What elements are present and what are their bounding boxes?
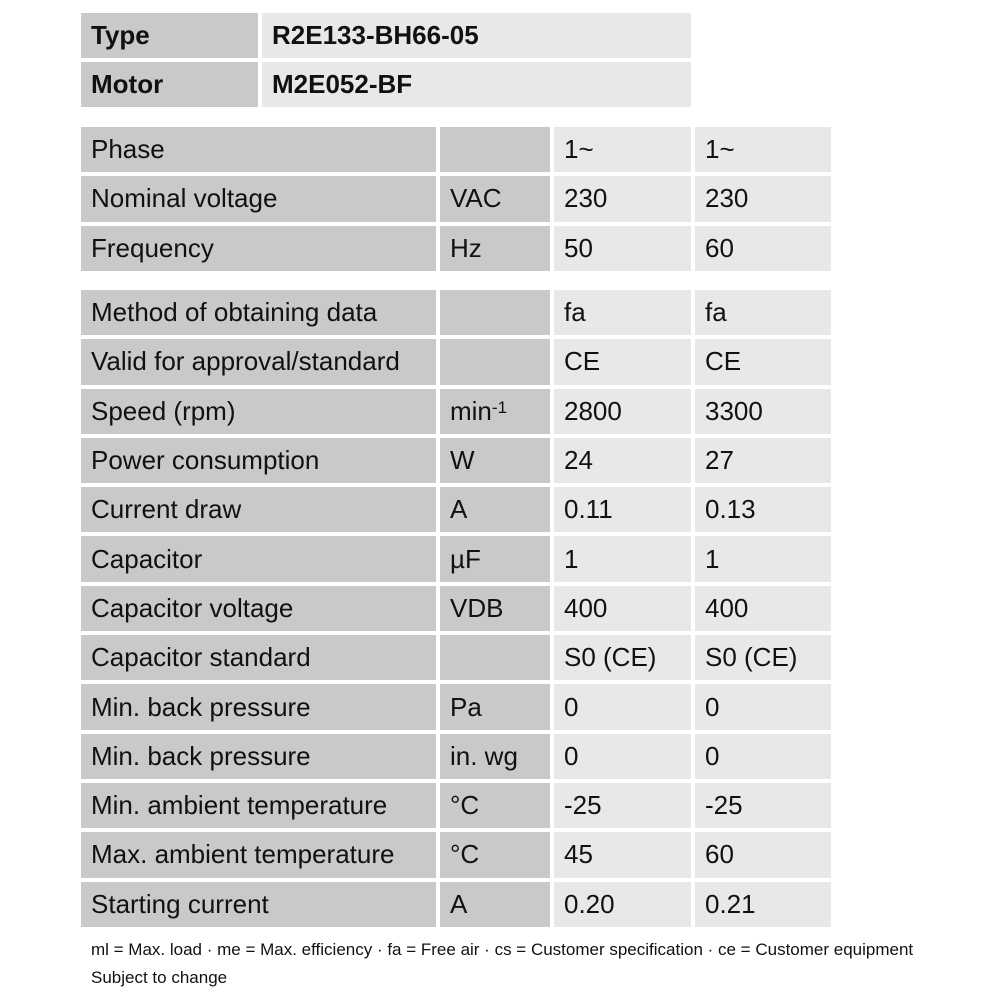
header-label: Motor	[81, 62, 258, 107]
value-60hz: 27	[695, 437, 831, 484]
abbreviation-legend: ml = Max. load · me = Max. efficiency · …	[91, 940, 914, 959]
unit-text: min	[450, 395, 492, 426]
value-50hz: S0 (CE)	[554, 635, 691, 681]
unit-text: Pa	[450, 691, 482, 722]
row-unit	[440, 339, 550, 385]
row-label: Nominal voltage	[81, 176, 436, 222]
unit-text: in. wg	[450, 740, 518, 771]
row-unit: in. wg	[440, 733, 550, 779]
value-60hz: -25	[695, 782, 831, 829]
row-label: Speed (rpm)	[81, 388, 436, 434]
row-unit: Pa	[440, 684, 550, 730]
row-label: Current draw	[81, 487, 436, 533]
row-unit: °C	[440, 832, 550, 878]
value-60hz: 3300	[695, 388, 831, 434]
row-unit: °C	[440, 782, 550, 829]
value-50hz: 24	[554, 437, 691, 484]
value-50hz: -25	[554, 782, 691, 829]
row-unit: Hz	[440, 225, 550, 271]
performance-data-table: Method of obtaining data fa fa Valid for ap…	[81, 290, 831, 927]
value-50hz: 230	[554, 176, 691, 222]
value-60hz: 230	[695, 176, 831, 222]
row-label: Max. ambient temperature	[81, 832, 436, 878]
header-value: M2E052-BF	[262, 62, 691, 107]
value-60hz: fa	[695, 290, 831, 336]
value-60hz: 0	[695, 733, 831, 779]
unit-text: VAC	[450, 183, 502, 214]
unit-text: °C	[450, 790, 480, 821]
row-label: Starting current	[81, 881, 436, 927]
row-label: Min. back pressure	[81, 684, 436, 730]
value-50hz: 0	[554, 733, 691, 779]
row-label: Min. back pressure	[81, 733, 436, 779]
value-60hz: 1~	[695, 127, 831, 173]
row-label: Capacitor	[81, 536, 436, 582]
type-header-table: Type R2E133-BH66-05 Motor M2E052-BF	[81, 13, 691, 107]
value-60hz: 60	[695, 832, 831, 878]
value-60hz: 0.21	[695, 881, 831, 927]
unit-text: A	[450, 888, 468, 919]
value-60hz: CE	[695, 339, 831, 385]
row-unit: min -1	[440, 388, 550, 434]
row-label: Capacitor voltage	[81, 585, 436, 632]
row-unit: W	[440, 437, 550, 484]
row-unit: VAC	[440, 176, 550, 222]
value-60hz: 1	[695, 536, 831, 582]
row-label: Frequency	[81, 225, 436, 271]
value-50hz: 2800	[554, 388, 691, 434]
row-unit: VDB	[440, 585, 550, 632]
unit-text: µF	[450, 543, 481, 574]
row-label: Phase	[81, 127, 436, 173]
value-60hz: 0	[695, 684, 831, 730]
value-60hz: S0 (CE)	[695, 635, 831, 681]
row-label: Min. ambient temperature	[81, 782, 436, 829]
row-unit	[440, 290, 550, 336]
row-unit: A	[440, 881, 550, 927]
value-50hz: 45	[554, 832, 691, 878]
value-50hz: 0.11	[554, 487, 691, 533]
value-50hz: 1~	[554, 127, 691, 173]
value-50hz: 0.20	[554, 881, 691, 927]
row-label: Valid for approval/standard	[81, 339, 436, 385]
value-50hz: CE	[554, 339, 691, 385]
row-unit	[440, 635, 550, 681]
subject-to-change-note: Subject to change	[91, 968, 228, 987]
value-50hz: 1	[554, 536, 691, 582]
row-label: Capacitor standard	[81, 635, 436, 681]
value-60hz: 60	[695, 225, 831, 271]
value-50hz: 50	[554, 225, 691, 271]
unit-text: A	[450, 494, 468, 525]
unit-superscript: -1	[491, 397, 508, 417]
row-unit	[440, 127, 550, 173]
row-label: Method of obtaining data	[81, 290, 436, 336]
row-unit: µF	[440, 536, 550, 582]
electrical-data-table: Phase 1~ 1~ Nominal voltage VAC 230 230 Frequen…	[81, 127, 831, 271]
value-50hz: 0	[554, 684, 691, 730]
header-value: R2E133-BH66-05	[262, 13, 691, 58]
unit-text: Hz	[450, 232, 482, 263]
header-label: Type	[81, 13, 258, 58]
unit-text: W	[450, 445, 475, 476]
value-60hz: 0.13	[695, 487, 831, 533]
value-50hz: 400	[554, 585, 691, 632]
row-label: Power consumption	[81, 437, 436, 484]
row-unit: A	[440, 487, 550, 533]
value-50hz: fa	[554, 290, 691, 336]
unit-text: VDB	[450, 592, 504, 623]
value-60hz: 400	[695, 585, 831, 632]
unit-text: °C	[450, 839, 480, 870]
